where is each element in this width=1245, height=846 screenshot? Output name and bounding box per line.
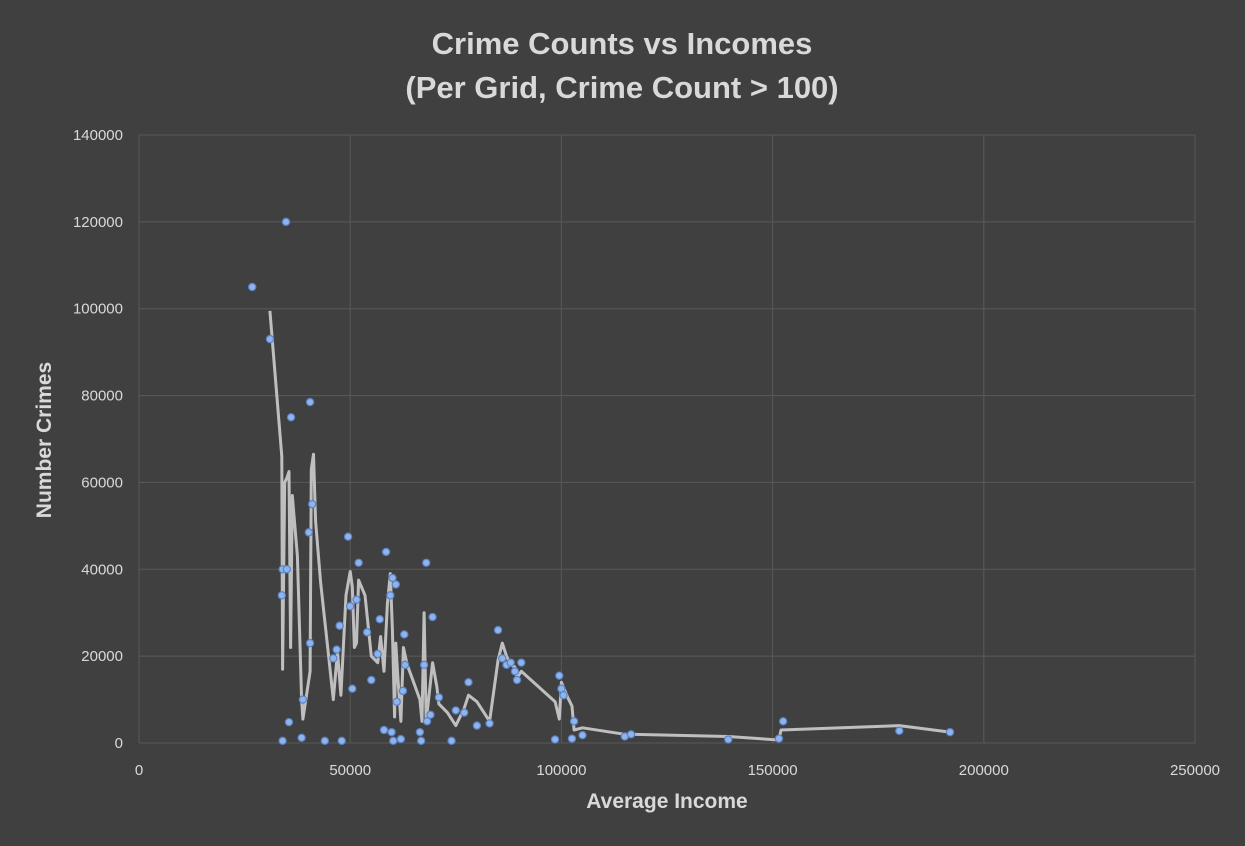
data-point xyxy=(286,413,296,422)
data-point xyxy=(422,717,432,726)
gridlines xyxy=(138,134,1196,744)
chart-title-line-1: Crime Counts vs Incomes xyxy=(432,26,813,61)
data-point xyxy=(895,726,904,736)
y-tick-label: 100000 xyxy=(73,301,123,318)
data-point xyxy=(277,591,286,600)
data-point xyxy=(297,733,306,742)
y-tick-label: 140000 xyxy=(73,127,123,144)
data-point xyxy=(337,736,346,746)
data-point xyxy=(284,717,294,727)
data-point xyxy=(362,628,372,637)
data-point xyxy=(428,612,437,622)
data-points xyxy=(248,217,955,746)
data-point xyxy=(307,499,317,509)
data-point xyxy=(555,671,564,680)
x-tick-label: 150000 xyxy=(748,762,798,779)
data-point xyxy=(298,695,308,704)
data-point xyxy=(506,658,515,667)
data-point xyxy=(400,660,410,670)
data-point xyxy=(354,558,363,567)
data-point xyxy=(278,736,287,746)
data-point xyxy=(388,573,397,583)
y-tick-label: 20000 xyxy=(81,648,123,665)
data-point xyxy=(510,667,520,676)
data-point xyxy=(343,532,353,541)
data-point xyxy=(464,678,473,687)
data-point xyxy=(626,730,636,739)
data-point xyxy=(426,710,435,719)
chart-title-line-2: (Per Grid, Crime Count > 100) xyxy=(405,70,838,105)
data-point xyxy=(498,654,507,663)
data-point xyxy=(348,684,357,693)
data-point xyxy=(778,717,788,726)
data-point xyxy=(281,217,291,227)
data-point xyxy=(282,565,292,574)
data-point xyxy=(346,602,355,611)
data-point xyxy=(332,645,341,654)
x-tick-label: 0 xyxy=(135,762,143,779)
data-point xyxy=(305,638,315,648)
data-point xyxy=(447,736,456,746)
data-point xyxy=(415,727,425,737)
tick-labels: 0 20000 40000 60000 80000 100000 120000 140000 0… xyxy=(73,127,1220,779)
data-point xyxy=(248,282,257,292)
y-tick-label: 80000 xyxy=(81,388,123,405)
data-point xyxy=(774,734,784,743)
data-point xyxy=(373,649,382,659)
data-point xyxy=(422,558,431,567)
data-point xyxy=(392,697,401,706)
y-tick-label: 0 xyxy=(115,735,123,752)
data-point xyxy=(485,719,494,728)
x-axis-label: Average Income xyxy=(586,790,747,813)
data-point xyxy=(578,730,587,740)
data-point xyxy=(320,736,330,746)
data-point xyxy=(434,693,444,702)
data-point xyxy=(352,595,361,604)
data-point xyxy=(391,580,401,589)
data-point xyxy=(945,727,955,737)
data-point xyxy=(396,734,406,744)
data-point xyxy=(567,734,577,743)
data-point xyxy=(472,721,482,730)
data-point xyxy=(386,591,395,600)
data-point xyxy=(305,397,315,407)
trendline xyxy=(268,310,951,742)
data-point xyxy=(559,691,568,700)
data-point xyxy=(375,615,384,624)
data-point xyxy=(419,660,429,670)
data-point xyxy=(379,725,389,735)
data-point xyxy=(451,706,460,715)
y-tick-label: 40000 xyxy=(81,561,123,578)
data-point xyxy=(493,625,503,635)
data-point xyxy=(389,736,398,746)
x-tick-label: 200000 xyxy=(959,762,1009,779)
data-point xyxy=(335,621,344,630)
data-point xyxy=(329,654,338,663)
data-point xyxy=(367,675,376,685)
y-tick-label: 120000 xyxy=(73,214,123,231)
data-point xyxy=(512,675,522,685)
y-tick-label: 60000 xyxy=(81,474,123,491)
data-point xyxy=(398,686,408,696)
x-tick-label: 50000 xyxy=(329,762,371,779)
data-point xyxy=(724,735,733,744)
data-point xyxy=(381,547,391,557)
x-tick-label: 250000 xyxy=(1170,762,1220,779)
x-tick-label: 100000 xyxy=(536,762,586,779)
data-point xyxy=(400,630,409,639)
data-point xyxy=(387,727,396,737)
data-point xyxy=(416,736,426,746)
data-point xyxy=(517,658,526,667)
data-point xyxy=(304,528,314,537)
data-point xyxy=(569,717,579,726)
data-point xyxy=(460,708,469,717)
y-axis-label: Number Crimes xyxy=(33,362,56,518)
data-point xyxy=(265,334,275,344)
data-point xyxy=(550,735,560,744)
